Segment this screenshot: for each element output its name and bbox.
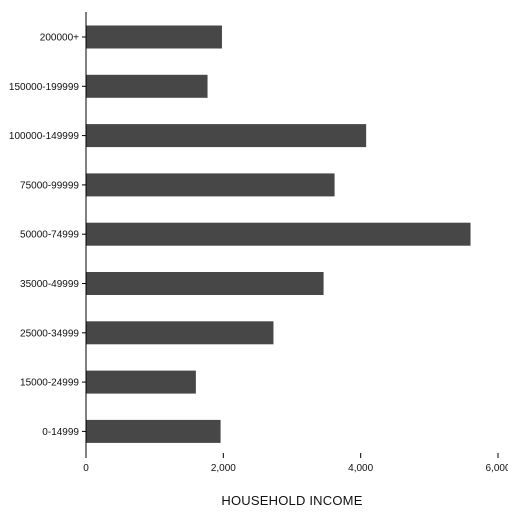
category-label: 75000-99999: [20, 180, 79, 191]
bar-0-14999: [86, 419, 221, 443]
bar-35000-49999: [86, 272, 324, 295]
category-label: 0-14999: [42, 427, 79, 438]
category-label: 15000-24999: [20, 378, 79, 389]
category-labels: 200000+ 150000-199999 100000-149999 75000-9…: [9, 33, 86, 438]
x-tick-label: 2,000: [211, 463, 236, 474]
bar-200000+: [86, 25, 222, 49]
category-label: 100000-149999: [9, 131, 80, 142]
bars-group: [86, 25, 471, 443]
bar-100000-149999: [86, 124, 367, 148]
x-tick-label: 4,000: [348, 463, 373, 474]
bar-75000-99999: [86, 173, 335, 197]
category-label: 35000-49999: [20, 279, 79, 290]
x-axis-ticks: 0 2,000 4,000 6,000: [83, 453, 508, 474]
bar-150000-199999: [86, 74, 208, 98]
x-tick-label: 6,000: [485, 463, 508, 474]
bar-50000-74999: [86, 222, 471, 246]
bar-25000-34999: [86, 321, 274, 345]
bar-15000-24999: [86, 370, 196, 394]
category-label: 25000-34999: [20, 328, 79, 339]
x-axis-title: HOUSEHOLD INCOME: [221, 493, 362, 508]
x-tick-label: 0: [83, 463, 89, 474]
category-label: 50000-74999: [20, 230, 79, 241]
category-label: 150000-199999: [9, 82, 80, 93]
category-label: 200000+: [40, 33, 79, 44]
